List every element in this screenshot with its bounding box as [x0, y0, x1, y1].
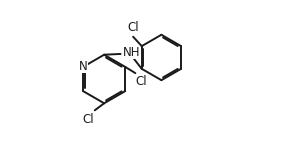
- Text: Cl: Cl: [127, 21, 139, 34]
- Text: N: N: [79, 60, 88, 73]
- Text: Cl: Cl: [83, 113, 94, 126]
- Text: Cl: Cl: [136, 76, 147, 88]
- Text: NH: NH: [123, 46, 140, 59]
